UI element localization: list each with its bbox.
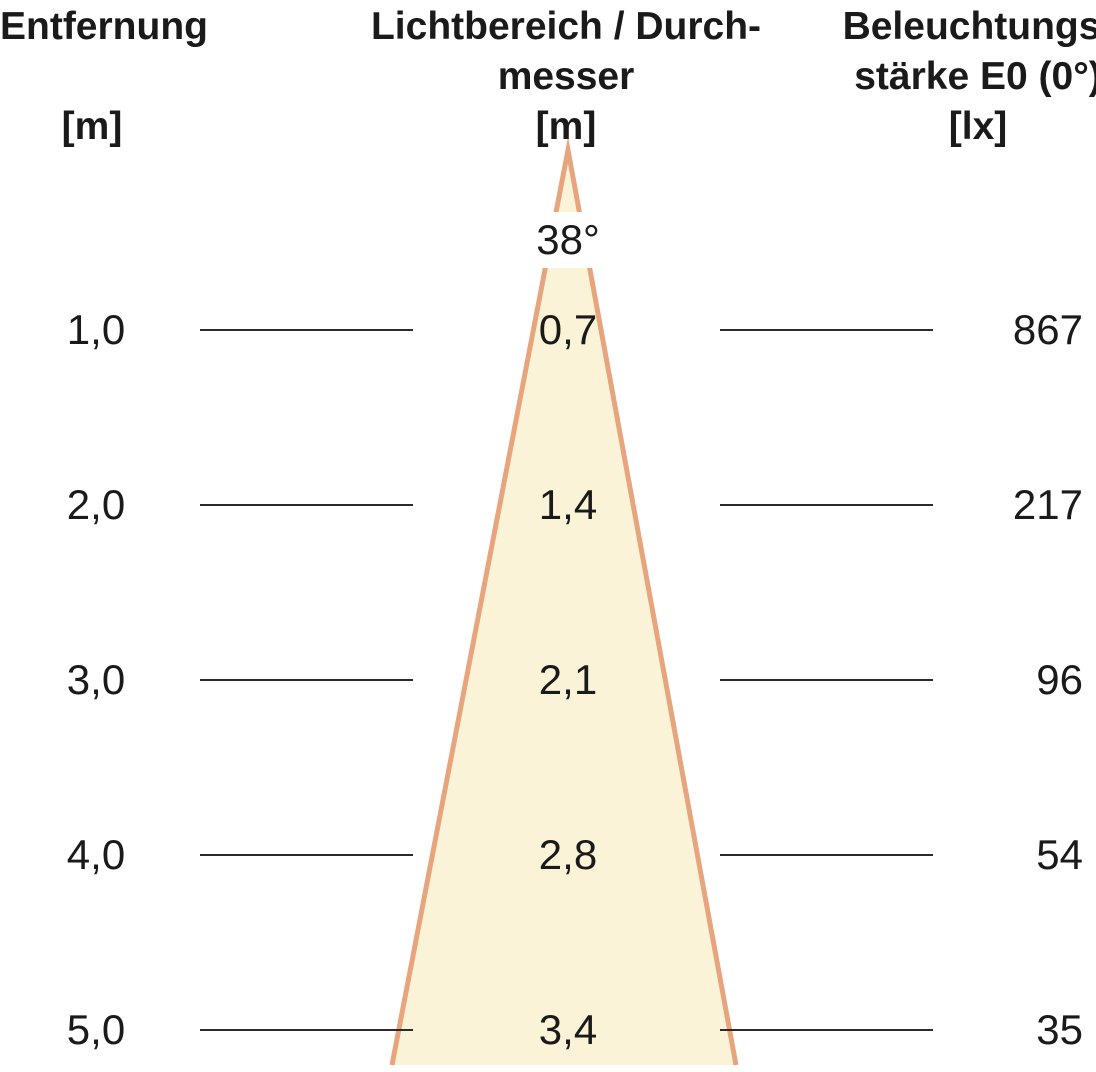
- ruler-line-left: [200, 1029, 413, 1031]
- ruler-line-right: [720, 1029, 933, 1031]
- illuminance-value: 96: [1036, 656, 1083, 703]
- ruler-line-left: [200, 504, 413, 506]
- ruler-line-left: [200, 679, 413, 681]
- illuminance-column-title-line1: Beleuchtungs-: [842, 5, 1096, 48]
- ruler-line-right: [720, 679, 933, 681]
- diameter-value: 2,8: [538, 831, 598, 878]
- diameter-value: 0,7: [538, 306, 598, 353]
- illuminance-column-header: Beleuchtungs- stärke E0 (0°) [lx]: [836, 2, 1096, 152]
- distance-column-unit: [m]: [61, 105, 123, 148]
- ruler-line-left: [200, 329, 413, 331]
- ruler-line-right: [720, 854, 933, 856]
- illuminance-value: 54: [1036, 831, 1083, 878]
- beam-column-title-line2: messer: [497, 55, 635, 98]
- distance-value: 1,0: [66, 306, 126, 353]
- diameter-value: 2,1: [538, 656, 598, 703]
- ruler-line-right: [720, 504, 933, 506]
- ruler-line-left: [200, 854, 413, 856]
- cone-fill-shape: [392, 150, 736, 1065]
- illuminance-column-title-line2: stärke E0 (0°): [854, 55, 1096, 98]
- header-spacer: [0, 52, 184, 102]
- illuminance-value: 217: [1012, 481, 1083, 528]
- distance-value: 4,0: [66, 831, 126, 878]
- beam-column-unit: [m]: [535, 105, 597, 148]
- cone-outline: [389, 136, 739, 1066]
- diameter-value: 1,4: [538, 481, 598, 528]
- distance-value: 5,0: [66, 1006, 126, 1053]
- angle-label-background: [460, 212, 676, 268]
- beam-column-header: Lichtbereich / Durch- messer [m]: [364, 2, 768, 152]
- diameter-value: 3,4: [538, 1006, 598, 1053]
- distance-column-header: Entfernung [m]: [0, 2, 208, 152]
- distance-column-title: Entfernung: [0, 5, 208, 48]
- ruler-line-right: [720, 329, 933, 331]
- beam-column-title-line1: Lichtbereich / Durch-: [370, 5, 762, 48]
- distance-value: 2,0: [66, 481, 126, 528]
- distance-value: 3,0: [66, 656, 126, 703]
- illuminance-value: 35: [1036, 1006, 1083, 1053]
- illuminance-column-unit: [lx]: [948, 105, 1008, 148]
- beam-angle-label: 38°: [536, 216, 600, 263]
- illuminance-value: 867: [1012, 306, 1083, 353]
